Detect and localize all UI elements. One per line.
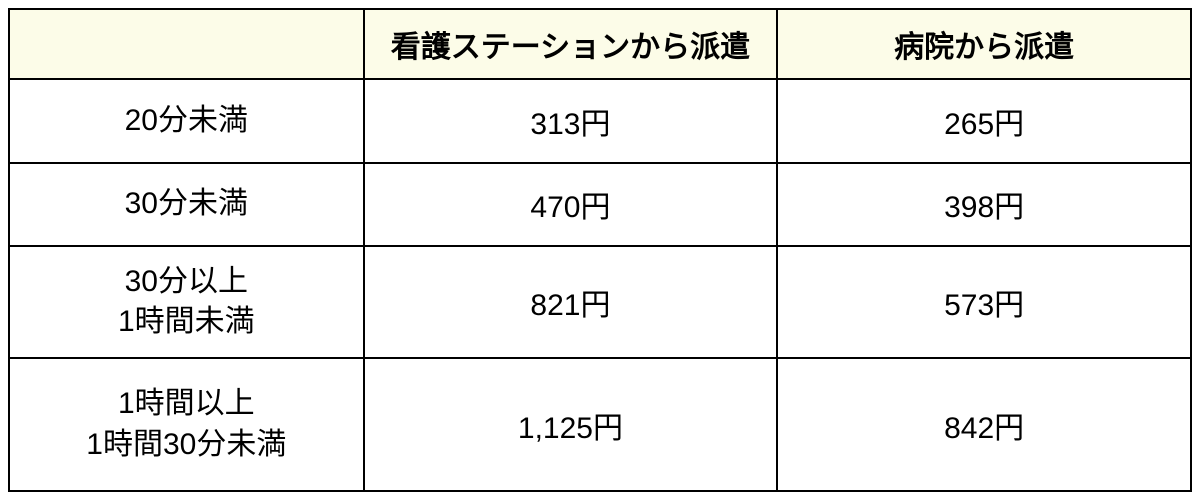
cell-station: 470円 [364, 163, 778, 247]
table-row: 30分以上 1時間未満 821円 573円 [9, 246, 1191, 358]
cell-duration: 30分未満 [9, 163, 364, 247]
cell-duration: 30分以上 1時間未満 [9, 246, 364, 358]
header-station: 看護ステーションから派遣 [364, 9, 778, 79]
duration-line1: 20分未満 [18, 101, 355, 142]
duration-line1: 1時間以上 [18, 384, 355, 425]
cell-hospital: 265円 [777, 79, 1191, 163]
pricing-table: 看護ステーションから派遣 病院から派遣 20分未満 313円 265円 30分未… [8, 8, 1192, 492]
table-row: 30分未満 470円 398円 [9, 163, 1191, 247]
header-hospital: 病院から派遣 [777, 9, 1191, 79]
duration-line2: 1時間30分未満 [18, 425, 355, 466]
cell-hospital: 398円 [777, 163, 1191, 247]
cell-station: 1,125円 [364, 358, 778, 491]
cell-duration: 1時間以上 1時間30分未満 [9, 358, 364, 491]
duration-line1: 30分未満 [18, 184, 355, 225]
cell-duration: 20分未満 [9, 79, 364, 163]
duration-line2: 1時間未満 [18, 302, 355, 343]
table-row: 20分未満 313円 265円 [9, 79, 1191, 163]
table-row: 1時間以上 1時間30分未満 1,125円 842円 [9, 358, 1191, 491]
cell-station: 313円 [364, 79, 778, 163]
table-header-row: 看護ステーションから派遣 病院から派遣 [9, 9, 1191, 79]
cell-hospital: 842円 [777, 358, 1191, 491]
header-empty [9, 9, 364, 79]
duration-line1: 30分以上 [18, 262, 355, 303]
cell-station: 821円 [364, 246, 778, 358]
cell-hospital: 573円 [777, 246, 1191, 358]
